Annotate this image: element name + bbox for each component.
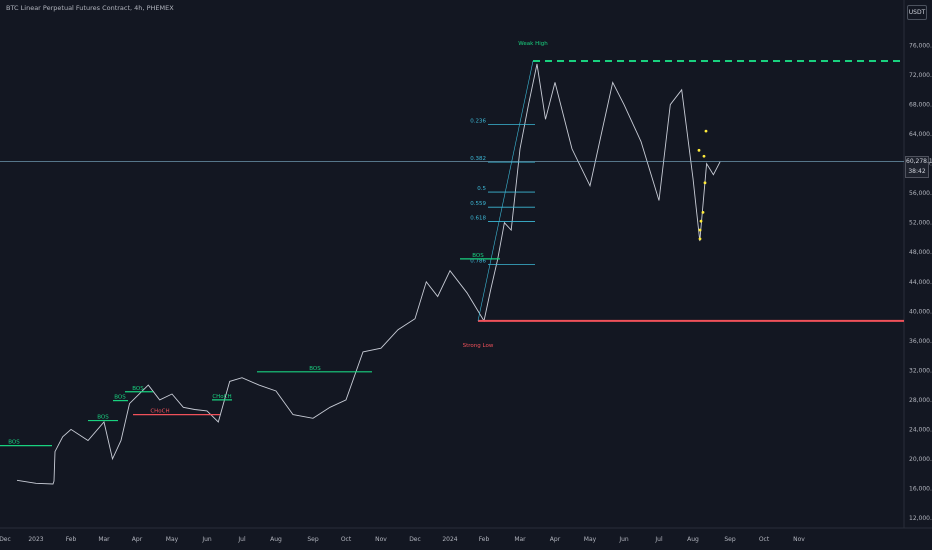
signal-dot: [699, 219, 703, 223]
x-tick-label: Mar: [514, 536, 526, 543]
x-tick-label: Mar: [98, 536, 110, 543]
x-tick-label: Jul: [237, 536, 246, 543]
structure-label: CHoCH: [212, 394, 231, 400]
fib-trend-line: [477, 60, 534, 321]
y-tick-label: 28,000.0: [909, 397, 932, 404]
x-tick-label: Sep: [307, 536, 319, 543]
x-tick-label: Sep: [724, 536, 736, 543]
structure-label: BOS: [8, 440, 20, 446]
signal-dot: [703, 181, 707, 185]
y-tick-label: 16,000.0: [909, 485, 932, 492]
y-tick-label: 44,000.0: [909, 279, 932, 286]
x-tick-label: Oct: [341, 536, 352, 543]
y-tick-label: 36,000.0: [909, 338, 932, 345]
x-tick-label: Aug: [687, 536, 699, 543]
current-price-value: 60,278.1: [906, 158, 932, 165]
currency-button[interactable]: USDT: [907, 5, 927, 20]
y-tick-label: 12,000.0: [909, 515, 932, 522]
structure-label: BOS: [472, 253, 484, 259]
signal-dot: [697, 148, 701, 152]
structure-label: BOS: [97, 415, 109, 421]
y-tick-label: 32,000.0: [909, 367, 932, 374]
signal-dot: [701, 210, 705, 214]
structure-label: CHoCH: [150, 409, 169, 415]
strong-low-label: Strong Low: [463, 343, 494, 349]
y-tick-label: 40,000.0: [909, 308, 932, 315]
current-price-label: 60,278.1 38:42: [905, 156, 932, 178]
y-tick-label: 64,000.0: [909, 131, 932, 138]
chart-title: BTC Linear Perpetual Futures Contract, 4…: [6, 4, 174, 12]
structure-label: BOS: [114, 395, 126, 401]
signal-dot: [704, 129, 708, 133]
x-tick-label: Apr: [132, 536, 143, 543]
x-tick-label: Apr: [550, 536, 561, 543]
y-tick-label: 68,000.0: [909, 102, 932, 109]
y-tick-label: 76,000.0: [909, 43, 932, 50]
x-tick-label: May: [166, 536, 179, 543]
y-tick-label: 56,000.0: [909, 190, 932, 197]
x-tick-label: Dec: [0, 536, 11, 543]
structure-label: BOS: [132, 386, 144, 392]
x-tick-label: Nov: [375, 536, 387, 543]
structure-label: BOS: [309, 366, 321, 372]
weak-high-label: Weak High: [518, 41, 548, 47]
fib-level-label: 0.5: [477, 186, 486, 192]
x-tick-label: Jul: [654, 536, 663, 543]
price-line: [16, 63, 721, 485]
x-tick-label: 2024: [442, 536, 457, 543]
x-tick-label: Oct: [759, 536, 770, 543]
signal-dot: [698, 237, 702, 241]
fib-level-label: 0.618: [470, 216, 486, 222]
x-tick-label: May: [584, 536, 597, 543]
x-tick-label: Dec: [409, 536, 421, 543]
x-tick-label: Feb: [479, 536, 490, 543]
fib-level-label: 0.236: [470, 118, 486, 124]
y-tick-label: 52,000.0: [909, 220, 932, 227]
fib-level-label: 0.786: [470, 258, 486, 264]
y-tick-label: 20,000.0: [909, 456, 932, 463]
fib-level-label: 0.559: [470, 201, 486, 207]
y-tick-label: 48,000.0: [909, 249, 932, 256]
x-tick-label: Feb: [66, 536, 77, 543]
y-tick-label: 24,000.0: [909, 426, 932, 433]
signal-dot: [702, 154, 706, 158]
x-tick-label: Jun: [618, 536, 629, 543]
signal-dot: [698, 228, 702, 232]
x-tick-label: Jun: [201, 536, 212, 543]
fib-level-label: 0.382: [470, 156, 486, 162]
bar-countdown: 38:42: [908, 168, 926, 175]
x-tick-label: Aug: [270, 536, 282, 543]
x-tick-label: 2023: [28, 536, 43, 543]
x-tick-label: Nov: [793, 536, 805, 543]
y-tick-label: 72,000.0: [909, 72, 932, 79]
